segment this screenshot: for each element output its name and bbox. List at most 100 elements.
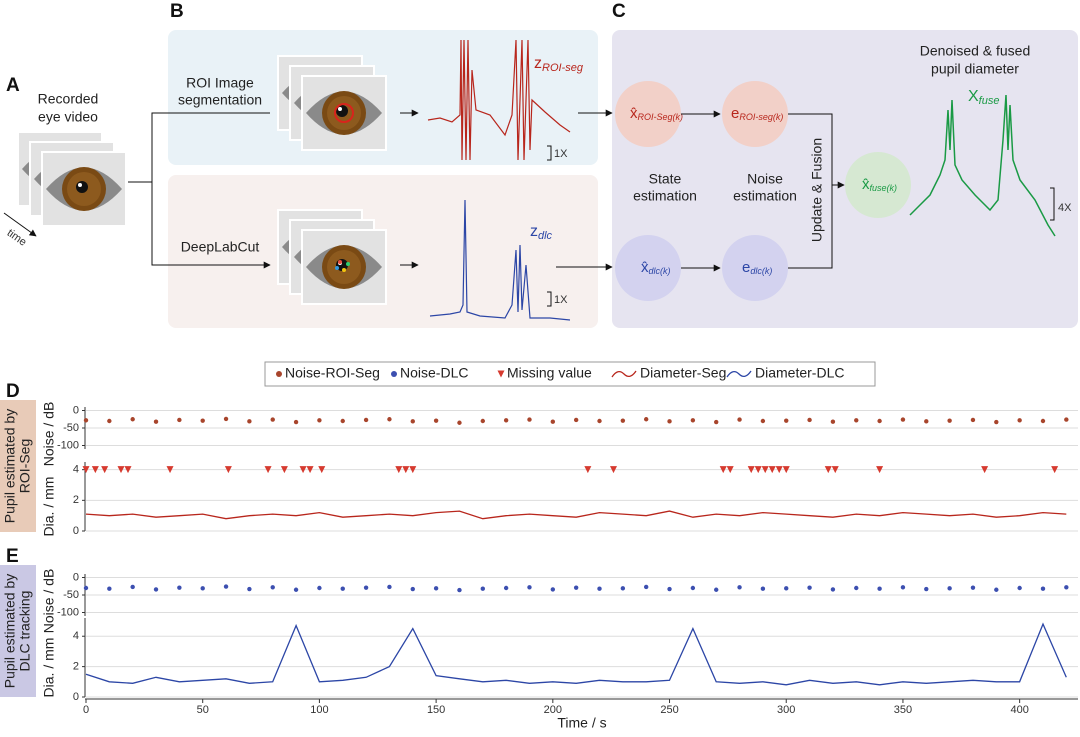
node-label: x̂fuse(k) (862, 176, 897, 193)
noise-point (130, 417, 135, 422)
main: z (534, 55, 542, 72)
noise-point (83, 418, 89, 423)
sub: dlc (538, 230, 553, 242)
label: estimation (633, 188, 697, 204)
noise-point (620, 586, 626, 591)
noise-point (1017, 585, 1022, 591)
noise-point (830, 419, 836, 424)
noise-point (410, 419, 415, 424)
noise-point (107, 586, 112, 591)
noise-point (760, 418, 766, 424)
noise-point (363, 585, 369, 590)
noise-point (807, 585, 812, 590)
missing-marker (1051, 466, 1059, 474)
missing-marker (831, 466, 839, 474)
noise-point (200, 586, 205, 591)
panel-label: C (612, 1, 626, 22)
y-tick-label: -50 (63, 589, 79, 601)
noise-point (573, 585, 579, 590)
trace-label: zdlc (530, 223, 553, 242)
noise-point (503, 418, 509, 423)
label: eye video (38, 109, 98, 125)
noise-point (433, 418, 439, 423)
y-tick-label: 0 (73, 525, 79, 537)
noise-point (410, 586, 415, 592)
noise-point (877, 418, 882, 424)
y-tick-label: 0 (73, 571, 79, 583)
noise-point (317, 585, 322, 591)
noise-point (153, 587, 159, 592)
missing-marker (824, 466, 832, 474)
sub: fuse(k) (870, 183, 898, 193)
legend-label: Diameter-DLC (755, 365, 844, 381)
main: x̂ (641, 259, 649, 276)
noise-point (270, 585, 275, 590)
side-box (0, 400, 36, 532)
noise-point (247, 419, 252, 424)
main: x̂ (630, 105, 638, 122)
x-tick-label: 250 (660, 704, 678, 716)
panel-label: B (170, 1, 184, 22)
noise-point (1064, 585, 1069, 590)
missing-marker (719, 466, 727, 474)
label: Noise (747, 171, 783, 187)
panel-label: D (6, 381, 20, 402)
missing-marker (306, 466, 314, 474)
missing-marker (761, 466, 769, 474)
node-label: x̂ROI-Seg(k) (630, 105, 683, 122)
missing-marker (264, 466, 272, 474)
x-tick-label: 100 (310, 704, 328, 716)
noise-point (153, 419, 159, 424)
missing-marker (402, 466, 410, 474)
noise-point (970, 585, 976, 590)
noise-point (854, 418, 859, 423)
noise-point (760, 586, 766, 591)
missing-marker (747, 466, 755, 474)
noise-point (293, 587, 299, 592)
noise-point (924, 586, 929, 592)
noise-point (877, 586, 882, 591)
label: estimation (733, 188, 797, 204)
noise-point (200, 418, 205, 423)
arrow (262, 112, 270, 265)
label: Update & Fusion (809, 138, 825, 242)
legend-symbol (611, 370, 637, 378)
trace-sketch (427, 39, 571, 161)
noise-point (714, 419, 719, 425)
legend-label: Noise-DLC (400, 365, 468, 381)
missing-marker (409, 466, 417, 474)
missing-marker (981, 466, 989, 474)
missing-marker (395, 466, 403, 474)
legend-symbol (726, 370, 752, 378)
noise-point (177, 585, 182, 590)
y-tick-label: 2 (73, 661, 79, 673)
noise-point (924, 419, 929, 424)
noise-point (107, 418, 112, 424)
x-tick-label: 50 (197, 704, 209, 716)
noise-point (387, 584, 392, 590)
legend-symbol (391, 371, 397, 377)
missing-marker (775, 466, 783, 474)
trace-label: zROI-seg (534, 55, 584, 74)
noise-point (480, 418, 485, 424)
trace-sketch (429, 199, 571, 321)
noise-point (597, 418, 602, 424)
missing-marker (754, 466, 762, 474)
time-arrow (3, 212, 37, 237)
noise-point (83, 585, 89, 591)
trace-sketch (909, 94, 1056, 237)
noise-point (387, 417, 392, 422)
missing-marker (318, 466, 326, 474)
side-label: Pupil estimated by (2, 574, 18, 688)
legend-label: Noise-ROI-Seg (285, 365, 380, 381)
missing-marker (280, 466, 288, 474)
y-axis-label: Noise / dB (41, 569, 57, 634)
node-label: eROI-seg(k) (731, 105, 783, 122)
noise-point (620, 418, 626, 423)
y-tick-label: 0 (73, 691, 79, 703)
x-tick-label: 400 (1010, 704, 1028, 716)
side-label: ROI-Seg (17, 439, 33, 493)
y-axis-label: Dia. / mm (41, 638, 57, 698)
noise-point (177, 417, 182, 423)
